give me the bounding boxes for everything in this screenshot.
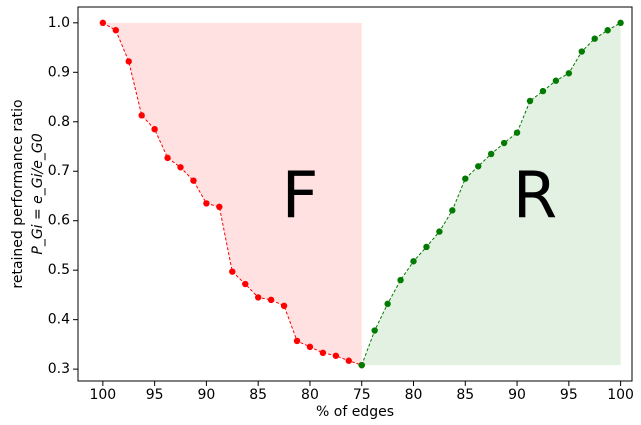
point <box>423 243 430 251</box>
point <box>449 207 456 214</box>
area-fill <box>361 22 621 366</box>
point <box>254 294 262 301</box>
x-axis-label: % of edges <box>316 404 394 420</box>
point <box>164 154 171 162</box>
x-tick-label: 90 <box>508 387 526 403</box>
point <box>345 357 352 364</box>
x-tick-label: 85 <box>456 387 474 403</box>
x-tick-label: 85 <box>249 387 267 403</box>
point <box>591 35 598 42</box>
point <box>229 268 236 275</box>
point <box>475 163 482 170</box>
x-tick-label: 100 <box>89 387 116 403</box>
point <box>552 77 560 84</box>
y-axis-label: retained performance ratio <box>10 99 26 288</box>
point <box>190 177 197 184</box>
point <box>319 349 327 357</box>
y-tick-label: 1.0 <box>48 15 70 31</box>
y-axis-formula: P_Gi = e_Gi/e_G0 <box>30 133 46 254</box>
point <box>358 361 365 369</box>
point <box>371 327 378 334</box>
annotation: R <box>513 160 557 234</box>
point <box>526 97 534 105</box>
point <box>487 150 495 158</box>
x-tick-label: 80 <box>301 387 319 403</box>
x-tick-label: 95 <box>146 387 164 403</box>
point <box>280 302 288 310</box>
y-tick-label: 0.5 <box>48 262 70 278</box>
point <box>267 296 275 304</box>
point <box>436 228 443 235</box>
point <box>565 70 573 77</box>
plot-frame <box>77 6 633 382</box>
point <box>242 280 249 288</box>
point <box>125 58 132 65</box>
point <box>397 276 404 284</box>
y-tick-label: 0.6 <box>48 213 70 229</box>
y-tick-label: 0.4 <box>48 312 70 328</box>
point <box>216 203 223 211</box>
y-tick-label: 0.3 <box>48 361 70 377</box>
x-tick-label: 100 <box>607 387 634 403</box>
annotation: F <box>282 160 319 234</box>
x-tick-label: 80 <box>405 387 423 403</box>
point <box>112 27 119 34</box>
point <box>306 343 314 351</box>
x-tick-label: 75 <box>353 387 371 403</box>
point <box>332 352 340 359</box>
point <box>578 48 585 55</box>
area-fill <box>102 22 362 366</box>
y-tick-label: 0.7 <box>48 163 70 179</box>
series-line <box>102 22 362 366</box>
point <box>203 200 210 207</box>
point <box>410 258 417 265</box>
point <box>138 112 145 119</box>
point <box>604 27 611 34</box>
point <box>384 300 391 308</box>
point <box>177 164 184 171</box>
point <box>462 175 469 182</box>
point <box>99 19 107 27</box>
x-tick-label: 90 <box>197 387 215 403</box>
point <box>539 87 547 95</box>
point <box>151 125 158 133</box>
point <box>500 139 508 147</box>
y-tick-label: 0.9 <box>48 64 70 80</box>
x-tick-label: 95 <box>560 387 578 403</box>
y-tick-label: 0.8 <box>48 114 70 130</box>
point <box>617 19 624 27</box>
point <box>513 129 521 136</box>
point <box>293 337 301 345</box>
